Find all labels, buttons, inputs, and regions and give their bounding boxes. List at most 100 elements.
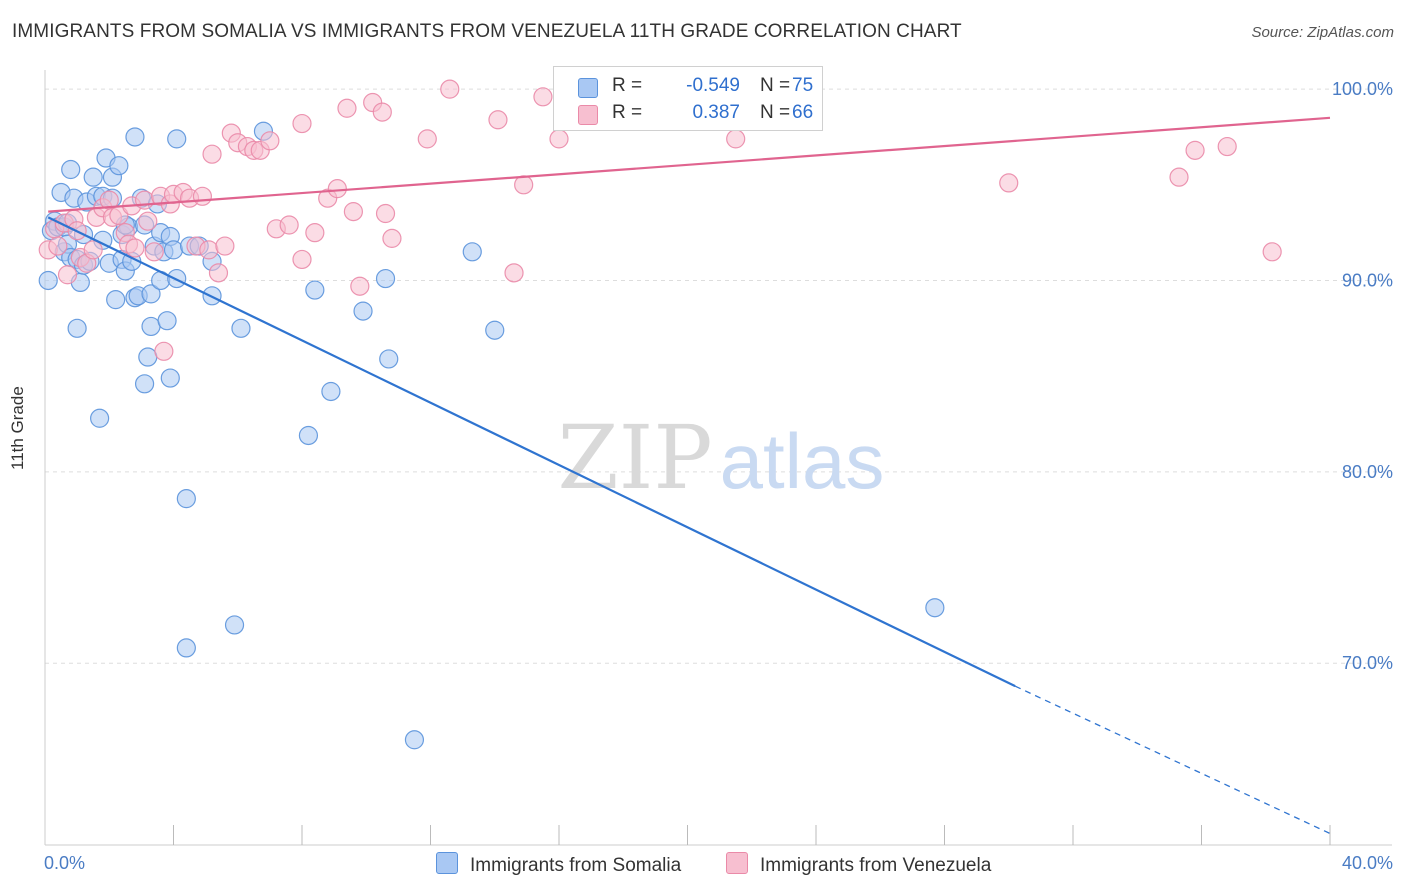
venezuela-trend-line	[48, 116, 1331, 213]
somalia-point	[925, 598, 945, 618]
somalia-point	[375, 268, 396, 289]
venezuela-point	[1169, 167, 1189, 187]
somalia-point	[231, 318, 251, 338]
venezuela-point	[215, 236, 235, 256]
somalia-swatch-icon	[578, 78, 598, 98]
venezuela-point	[208, 263, 229, 283]
venezuela-point	[514, 175, 534, 195]
venezuela-point	[202, 144, 222, 164]
venezuela-point	[1217, 136, 1237, 157]
venezuela-point	[372, 102, 392, 122]
venezuela-point	[125, 238, 145, 258]
venezuela-point	[382, 228, 402, 248]
venezuela-point	[417, 129, 437, 149]
venezuela-point	[192, 186, 213, 206]
venezuela-point	[199, 240, 219, 260]
legend-n-value: 75	[792, 75, 814, 96]
somalia-point	[321, 381, 341, 402]
somalia-trend-line	[47, 216, 1016, 688]
venezuela-point	[57, 265, 78, 285]
somalia-point	[485, 320, 505, 340]
venezuela-point	[292, 113, 312, 134]
y-tick-label: 70.0%	[1342, 653, 1393, 673]
venezuela-point	[260, 131, 280, 151]
somalia-point	[379, 349, 399, 369]
venezuela-point	[134, 190, 155, 210]
trend-lines	[47, 116, 1331, 835]
somalia-point	[67, 318, 87, 338]
legend-r-label: R =	[612, 75, 643, 96]
venezuela-point	[292, 249, 312, 270]
somalia-point	[134, 374, 155, 394]
somalia-legend-icon	[436, 852, 458, 874]
somalia-point	[141, 284, 161, 304]
tick-labels: 100.0% 90.0% 80.0% 70.0% 0.0% 40.0%	[44, 79, 1393, 873]
somalia-point	[125, 127, 145, 147]
axes	[44, 70, 1392, 846]
venezuela-point	[488, 110, 508, 130]
somalia-point	[224, 615, 245, 635]
venezuela-point	[327, 179, 347, 199]
venezuela-point	[83, 240, 103, 260]
x-tick-label: 0.0%	[44, 853, 85, 873]
somalia-trend-extension	[1014, 685, 1331, 835]
y-tick-label: 80.0%	[1342, 462, 1393, 482]
somalia-point	[109, 156, 129, 176]
watermark-zip: ZIP	[557, 406, 712, 509]
venezuela-point	[154, 341, 174, 361]
x-tick-label: 40.0%	[1342, 853, 1393, 873]
legend-r-value: 0.387	[692, 102, 740, 123]
chart-source: Source: ZipAtlas.com	[1251, 24, 1394, 41]
watermark: ZIP atlas	[557, 406, 884, 509]
venezuela-point	[48, 236, 68, 256]
somalia-point	[404, 730, 425, 750]
series-venezuela	[38, 79, 1282, 361]
legend-n-label: N =	[760, 75, 791, 96]
somalia-point	[38, 270, 58, 291]
venezuela-point	[375, 203, 396, 224]
somalia-point	[353, 301, 373, 321]
y-tick-label: 100.0%	[1332, 79, 1393, 99]
venezuela-point	[440, 79, 460, 99]
venezuela-point	[144, 242, 164, 262]
legend-r-label: R =	[612, 102, 643, 123]
bottom-legend-label: Immigrants from Venezuela	[760, 855, 992, 876]
venezuela-point	[726, 129, 746, 149]
somalia-point	[141, 316, 161, 337]
somalia-point	[167, 129, 187, 149]
legend-n-value: 66	[792, 102, 814, 123]
somalia-point	[90, 408, 110, 428]
somalia-point	[157, 311, 177, 331]
venezuela-point	[1185, 140, 1205, 160]
correlation-legend: R = -0.549 N = 75 R = 0.387 N = 66	[553, 66, 823, 131]
bottom-legend-venezuela: Immigrants from Venezuela	[726, 852, 991, 877]
venezuela-point	[999, 173, 1019, 193]
somalia-point	[176, 489, 196, 509]
somalia-point	[462, 242, 482, 262]
venezuela-point	[305, 223, 325, 243]
somalia-point	[305, 280, 325, 300]
somalia-point	[138, 347, 158, 367]
venezuela-point	[337, 98, 357, 118]
bottom-legend-somalia: Immigrants from Somalia	[436, 852, 681, 877]
venezuela-point	[343, 202, 363, 222]
venezuela-point	[350, 276, 370, 296]
legend-n-label: N =	[760, 102, 791, 123]
somalia-point	[163, 240, 184, 260]
venezuela-point	[549, 129, 569, 149]
somalia-point	[160, 368, 180, 388]
bottom-legend-label: Immigrants from Somalia	[470, 855, 682, 876]
venezuela-point	[533, 87, 553, 107]
chart-title: IMMIGRANTS FROM SOMALIA VS IMMIGRANTS FR…	[12, 21, 962, 42]
somalia-point	[176, 638, 196, 658]
somalia-point	[106, 290, 126, 310]
somalia-point	[298, 425, 319, 446]
y-tick-label: 90.0%	[1342, 270, 1393, 290]
venezuela-point	[504, 263, 524, 283]
venezuela-swatch-icon	[578, 105, 598, 125]
venezuela-point	[138, 211, 158, 231]
legend-r-value: -0.549	[686, 75, 740, 96]
somalia-point	[83, 167, 103, 187]
somalia-point	[61, 159, 81, 180]
